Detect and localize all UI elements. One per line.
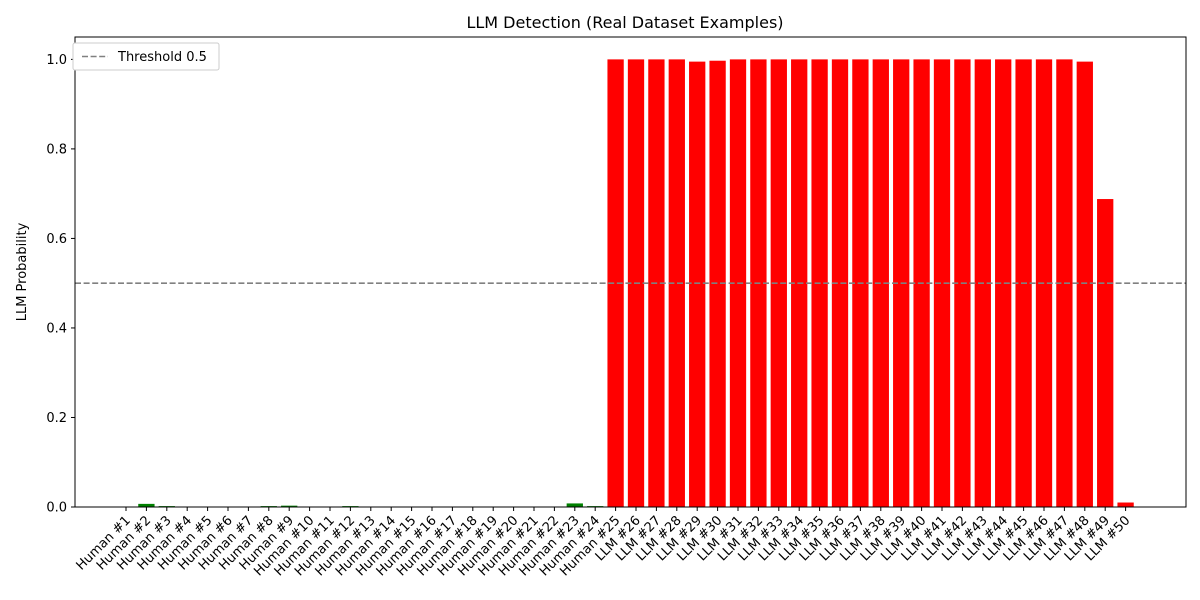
axes-frame	[74, 36, 1187, 508]
y-tick-label: 0.8	[46, 142, 67, 157]
bar-44	[995, 59, 1012, 507]
bar-48	[1076, 61, 1093, 508]
y-ticks: 0.0 0.2 0.4 0.6 0.8 1.0	[46, 53, 75, 516]
bar-38	[872, 59, 889, 507]
legend: Threshold 0.5	[72, 42, 220, 71]
bar-50	[1117, 502, 1134, 507]
bar-41	[933, 59, 951, 507]
y-axis-label: LLM Probability	[15, 222, 30, 321]
bar-30	[709, 60, 726, 507]
legend-frame	[72, 42, 220, 71]
bar-49	[1097, 199, 1114, 508]
bars	[117, 59, 1134, 508]
legend-threshold-label: Threshold 0.5	[117, 50, 207, 65]
bar-33	[770, 59, 787, 507]
y-tick-label: 0.4	[46, 321, 67, 336]
chart-title: LLM Detection (Real Dataset Examples)	[466, 13, 783, 32]
bar-9	[281, 505, 298, 507]
y-tick-label: 1.0	[46, 53, 67, 68]
bar-25	[607, 59, 624, 507]
y-tick-label: 0.0	[46, 501, 67, 516]
bar-29	[689, 61, 706, 508]
y-tick-label: 0.6	[46, 232, 67, 247]
bar-28	[668, 59, 685, 507]
bar-36	[831, 59, 849, 507]
y-tick-label: 0.2	[46, 411, 67, 426]
bar-2	[138, 503, 155, 507]
bar-23	[566, 503, 583, 507]
